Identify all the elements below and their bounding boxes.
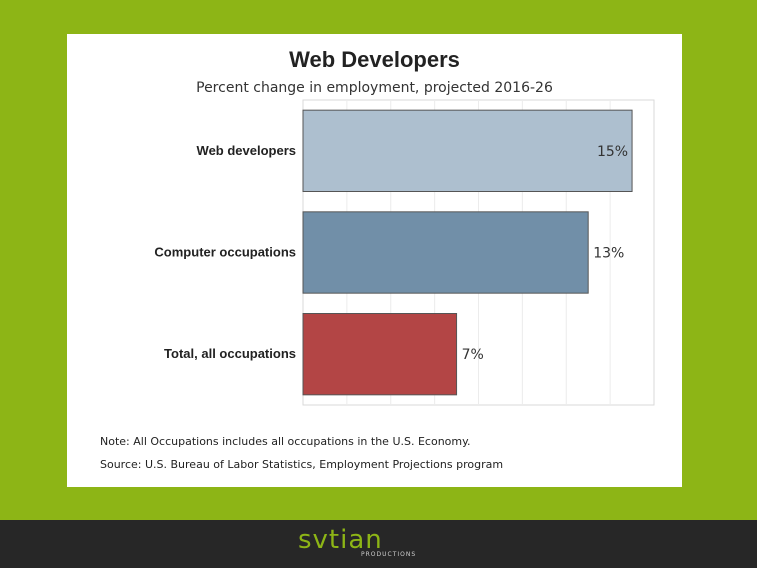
bar [302,313,458,396]
brand-logo: svtian PRODUCTIONS [298,525,423,558]
logo-subtext: PRODUCTIONS [361,551,417,558]
footer-bar: svtian PRODUCTIONS [0,520,757,568]
logo-wordmark: svtian [298,525,383,555]
chart-subtitle: Percent change in employment, projected … [196,80,553,96]
chart-note: Note: All Occupations includes all occup… [100,435,471,448]
chart-source: Source: U.S. Bureau of Labor Statistics,… [100,458,504,471]
chart-title: Web Developers [289,47,460,72]
bar-chart: Web developers 15% Computer occupations 13%… [154,99,655,406]
category-label: Computer occupations [154,245,296,260]
bar [302,109,633,192]
data-label: 7% [462,347,484,363]
data-label: 15% [597,144,628,160]
bar [302,211,589,294]
data-label: 13% [593,246,624,262]
chart-card: Web Developers Percent change in employm… [67,34,682,487]
category-label: Total, all occupations [164,346,296,361]
category-label: Web developers [197,143,296,158]
